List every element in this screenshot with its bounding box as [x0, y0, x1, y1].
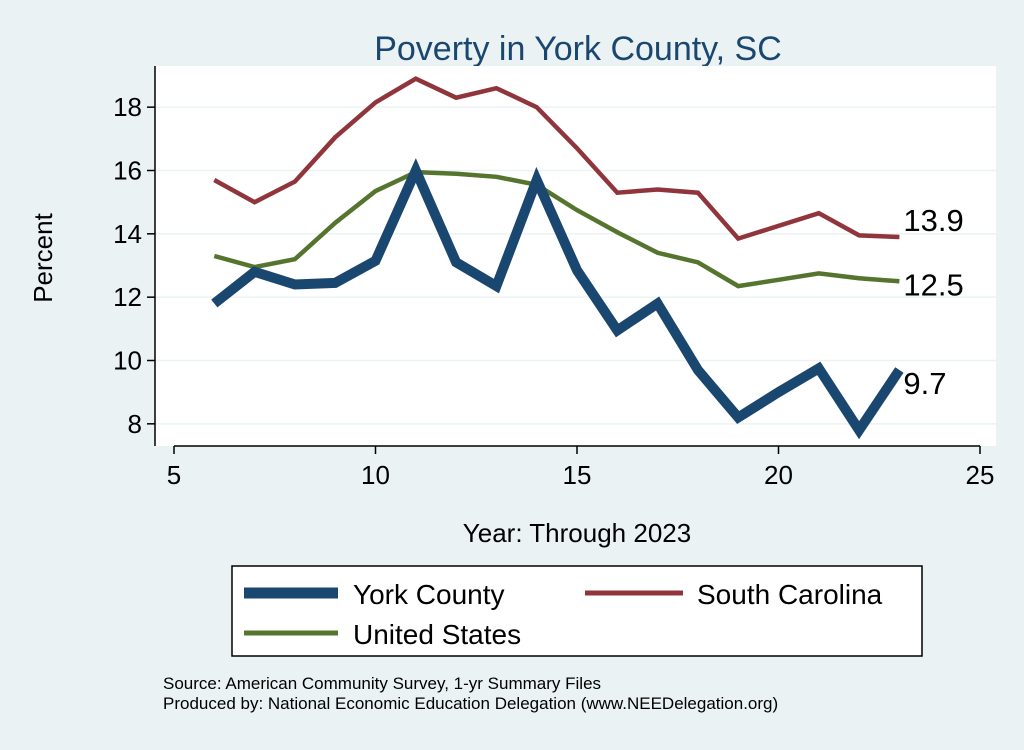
end-labels: 9.7 13.9 12.5	[903, 203, 963, 401]
axes: 8 10 12 14 16 18 5 10 15 20 25	[113, 66, 994, 490]
legend-box	[231, 565, 923, 657]
y-tick-label-14: 14	[113, 219, 142, 249]
producer-note: Produced by: National Economic Education…	[163, 694, 778, 713]
y-tick-label-12: 12	[113, 282, 142, 312]
series-line-south-carolina	[213, 76, 900, 242]
x-axis-title: Year: Through 2023	[463, 518, 691, 548]
end-label-york-county: 9.7	[903, 366, 946, 401]
x-tick-label-15: 15	[563, 460, 592, 490]
x-tick-label-5: 5	[167, 460, 181, 490]
y-axis-title: Percent	[28, 212, 58, 302]
y-tick-label-8: 8	[128, 409, 142, 439]
end-label-south-carolina: 13.9	[903, 203, 963, 238]
source-note: Source: American Community Survey, 1-yr …	[163, 674, 601, 693]
x-tick-label-25: 25	[966, 460, 995, 490]
x-tick-label-10: 10	[361, 460, 390, 490]
x-tick-label-20: 20	[764, 460, 793, 490]
legend-label-united-states: United States	[353, 619, 521, 650]
chart-title: Poverty in York County, SC	[374, 30, 782, 68]
legend-label-york-county: York County	[353, 579, 505, 610]
y-tick-label-16: 16	[113, 156, 142, 186]
legend: York County South Carolina United States	[231, 565, 923, 657]
end-label-united-states: 12.5	[903, 267, 963, 302]
series-line-united-states	[213, 169, 900, 289]
series-lines	[211, 76, 904, 440]
y-tick-label-10: 10	[113, 346, 142, 376]
series-line-york-county	[211, 158, 904, 440]
y-tick-label-18: 18	[113, 92, 142, 122]
legend-label-south-carolina: South Carolina	[697, 579, 883, 610]
